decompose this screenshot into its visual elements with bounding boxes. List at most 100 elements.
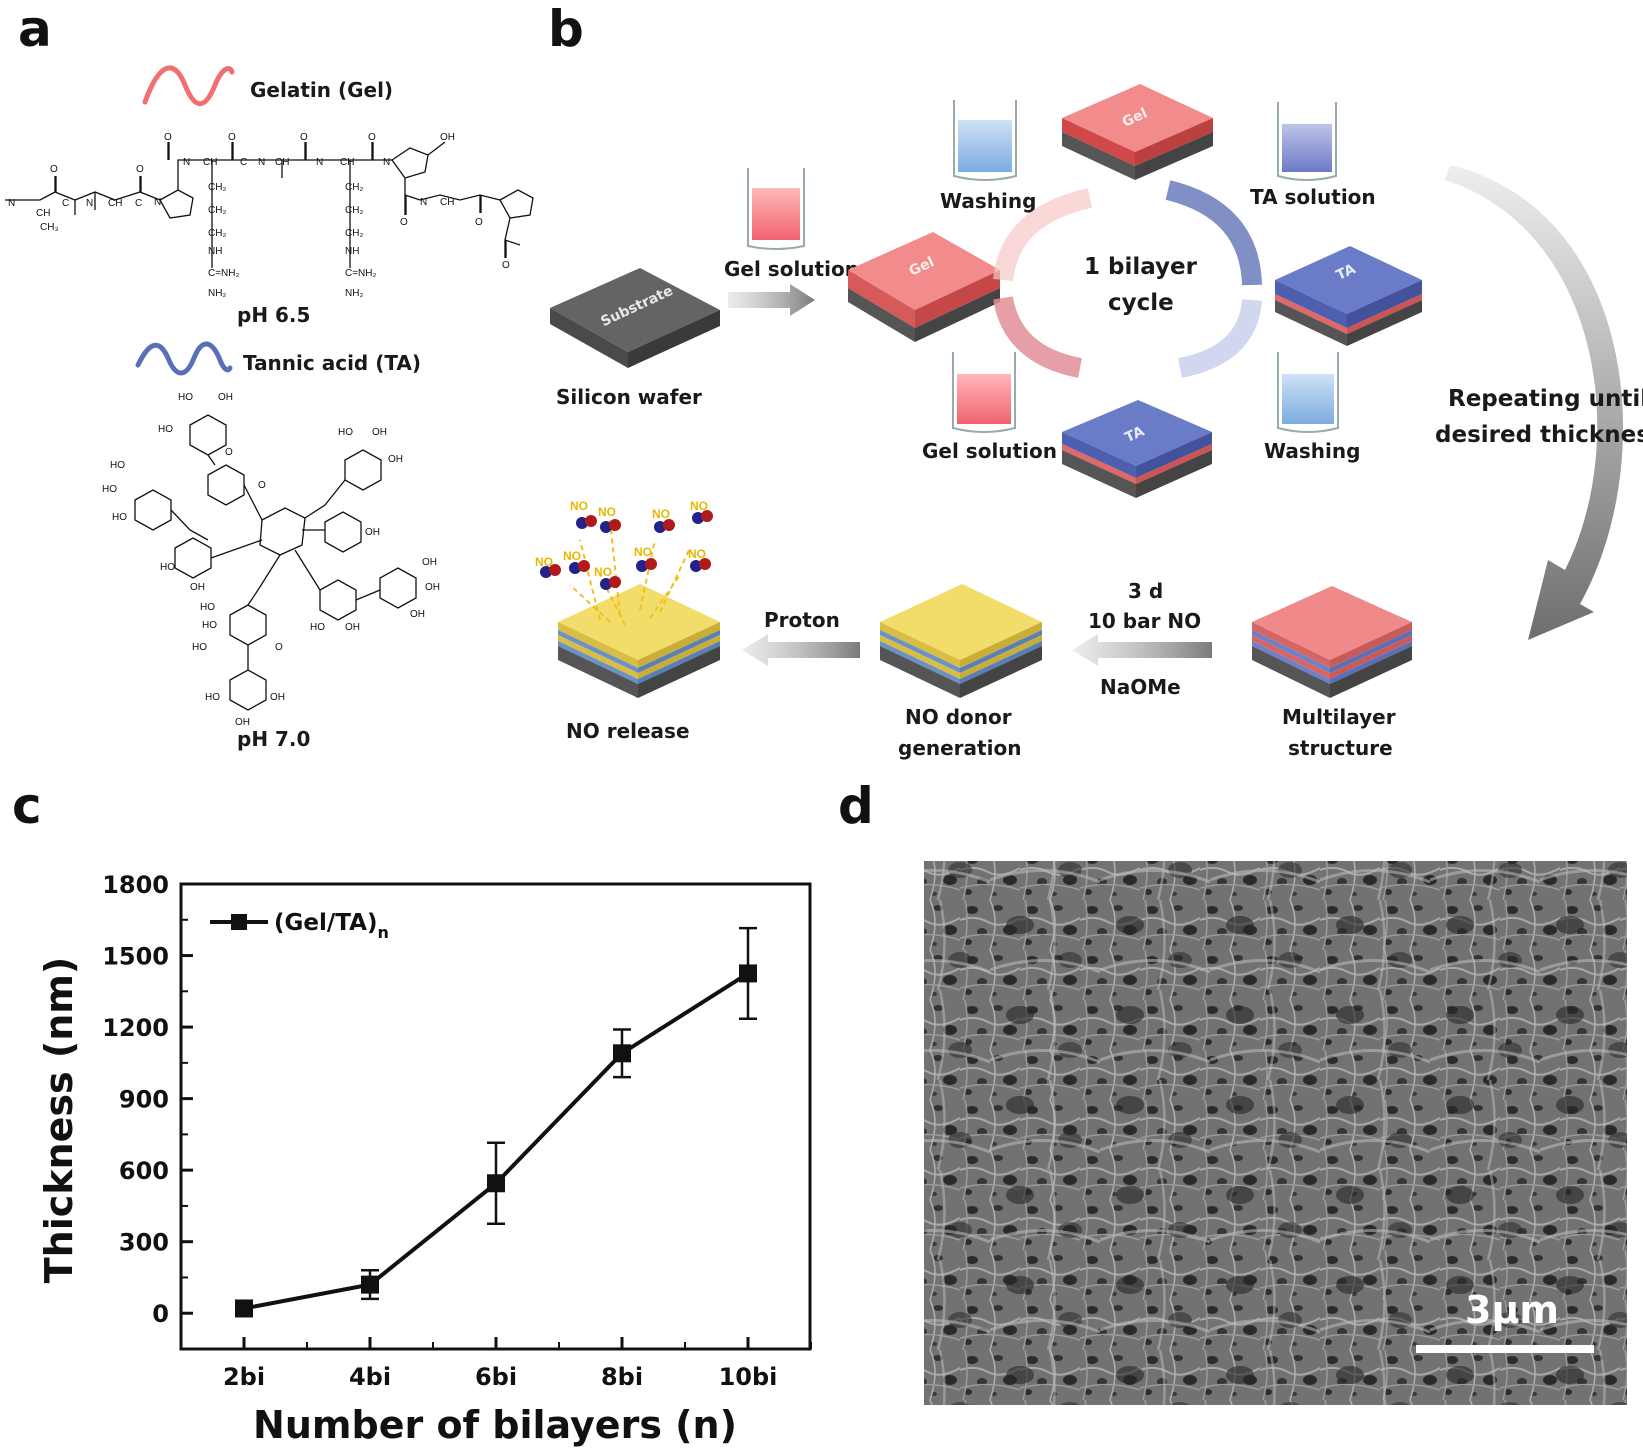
svg-text:NO: NO [634,545,652,559]
svg-text:O: O [502,260,510,271]
data-point [739,964,757,983]
no-molecule-icon: NO [570,499,597,529]
y-tick-label: 1500 [102,943,169,971]
y-tick-label: 300 [119,1229,169,1257]
svg-text:O: O [368,132,376,143]
svg-text:OH: OH [345,622,360,633]
repeat-label-line1: Repeating until [1448,386,1643,412]
gelatin-ph-label: pH 6.5 [237,303,310,327]
svg-text:OH: OH [270,692,285,703]
data-point [235,1299,253,1318]
svg-text:HO: HO [110,460,125,471]
svg-text:OH: OH [235,717,250,728]
no-molecule-icon: NO [598,505,621,533]
panel-d-label: d [838,777,874,835]
no-molecule-icon: NO [594,565,621,590]
data-point [487,1174,505,1193]
svg-text:O: O [136,164,144,175]
ta-solution-label: TA solution [1250,185,1376,209]
svg-text:NO: NO [690,499,708,513]
svg-text:HO: HO [310,622,325,633]
svg-text:O: O [50,164,58,175]
x-tick-label: 8bi [601,1363,643,1391]
tannic-acid-structure [134,414,417,711]
gelatin-structure [5,141,534,268]
svg-text:N: N [86,198,93,209]
x-tick-label: 2bi [223,1363,265,1391]
svg-text:HO: HO [102,484,117,495]
beaker-ta-solution [1277,102,1337,181]
svg-text:CH₂: CH₂ [345,228,363,239]
y-axis-ticks: 0 300 600 900 1200 1500 1800 [102,871,193,1350]
cycle-arrows [993,180,1262,378]
scale-bar [1416,1345,1594,1353]
gel-block-top: Gel [1062,84,1213,180]
ta-block-bottom-label: TA [1123,423,1147,446]
svg-text:HO: HO [192,642,207,653]
y-axis-title: Thickness (nm) [37,957,81,1283]
no-molecule-icon: NO [563,549,590,574]
svg-text:CH: CH [275,157,289,168]
y-tick-label: 600 [119,1157,169,1185]
svg-text:OH: OH [440,132,455,143]
svg-text:CH₂: CH₂ [208,182,226,193]
svg-text:NO: NO [563,549,581,563]
svg-text:CH: CH [108,198,122,209]
silicon-wafer-label: Silicon wafer [556,385,702,409]
no-molecules: NO NO NO NO NO NO NO NO NO [535,499,713,590]
svg-text:HO: HO [202,620,217,631]
legend-series-name: (Gel/TA) [274,910,378,936]
no-molecule-icon: NO [652,507,675,533]
y-tick-label: 1200 [102,1014,169,1042]
beaker-washing-top [953,100,1017,181]
svg-text:NH: NH [208,246,222,257]
svg-text:OH: OH [372,427,387,438]
svg-text:NO: NO [535,555,553,569]
panel-b-label: b [548,0,584,58]
svg-text:O: O [475,217,483,228]
series-group [235,926,757,1318]
tannic-acid-wave-icon [135,341,233,376]
svg-text:C: C [62,198,69,209]
svg-text:CH: CH [203,157,217,168]
svg-text:CH: CH [440,197,454,208]
svg-text:HO: HO [158,424,173,435]
repeat-label-line2: desired thickness [1435,422,1643,448]
svg-text:N: N [316,157,323,168]
no-donor-label-line2: generation [898,736,1021,760]
no-molecule-icon: NO [535,555,561,578]
legend-subscript: n [378,923,389,942]
svg-text:O: O [228,132,236,143]
data-point [613,1044,631,1063]
svg-text:OH: OH [422,557,437,568]
svg-text:C: C [240,157,247,168]
multilayer-label-line2: structure [1288,736,1393,760]
gelatin-legend-label: Gelatin (Gel) [250,78,393,102]
svg-text:HO: HO [205,692,220,703]
multilayer-label-line1: Multilayer [1282,705,1396,729]
no-molecule-icon: NO [690,499,713,524]
arrow-to-release [742,634,860,666]
svg-text:NO: NO [688,547,706,561]
plot-frame [179,882,812,1351]
cycle-label-line2: cycle [1108,290,1174,316]
svg-text:NH: NH [345,246,359,257]
svg-text:CH₂: CH₂ [208,205,226,216]
svg-text:NO: NO [570,499,588,513]
panel-a: Gelatin (Gel) N CH [5,65,534,751]
ta-block-right: TA [1275,246,1422,346]
washing-top-label: Washing [940,189,1036,213]
svg-text:HO: HO [178,392,193,403]
svg-text:HO: HO [160,562,175,573]
x-tick-label: 6bi [475,1363,517,1391]
svg-text:C: C [135,198,142,209]
gel-solution-bottom-label: Gel solution [922,439,1057,463]
data-point [361,1275,379,1294]
y-tick-label: 1800 [102,871,169,899]
x-axis-ticks: 2bi 4bi 6bi 8bi 10bi [180,1337,812,1391]
svg-text:O: O [225,447,233,458]
panel-a-label: a [18,0,52,58]
